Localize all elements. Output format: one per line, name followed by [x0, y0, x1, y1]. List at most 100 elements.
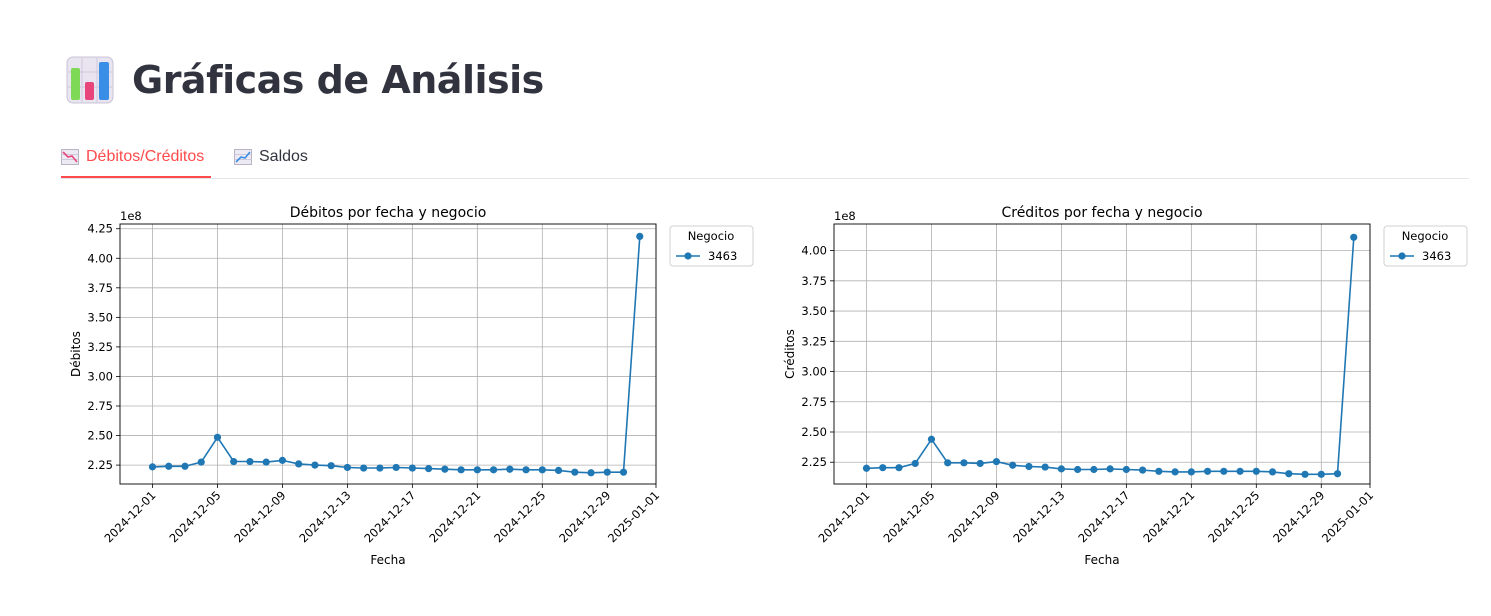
page-title: Gráficas de Análisis [132, 58, 544, 102]
data-point [1301, 470, 1309, 478]
x-tick-label: 2024-12-21 [1140, 488, 1197, 545]
x-axis-label: Fecha [370, 553, 405, 567]
data-point [927, 435, 936, 443]
chart-title: Débitos por fecha y negocio [290, 205, 487, 221]
y-tick-label: 2.25 [87, 458, 113, 472]
series-line [866, 237, 1355, 476]
chart-title: Créditos por fecha y negocio [1001, 205, 1202, 221]
legend-entry: 3463 [708, 249, 737, 263]
data-point [1317, 470, 1325, 478]
y-tick-label: 2.50 [801, 425, 827, 439]
data-point [1203, 467, 1212, 475]
data-point [376, 464, 384, 472]
data-point [392, 463, 400, 472]
data-point [441, 465, 449, 473]
plot-frame [119, 223, 657, 485]
chart-creditos-svg: Créditos por fecha y negocio 2.25 2.50 2.75… [783, 205, 1468, 567]
data-point [862, 464, 871, 472]
data-point [360, 464, 368, 472]
data-point [1350, 233, 1358, 241]
page-header: Gráficas de Análisis [66, 52, 544, 108]
data-point [571, 468, 579, 476]
data-point [408, 464, 416, 472]
data-point [636, 232, 644, 241]
y-tick-label: 3.25 [87, 340, 113, 354]
data-point [1187, 468, 1195, 476]
data-point [1268, 468, 1277, 476]
x-tick-label: 2024-12-17 [1075, 488, 1132, 545]
data-point [457, 466, 465, 474]
data-point [895, 464, 903, 472]
y-axis-label: Débitos [69, 331, 83, 377]
data-point [1074, 465, 1082, 474]
x-tick-label: 2024-12-13 [296, 488, 353, 545]
data-point [165, 462, 173, 470]
data-point [960, 459, 968, 467]
x-tick-label: 2025-01-01 [1319, 488, 1376, 545]
x-tick-label: 2025-01-01 [605, 488, 662, 545]
data-point [944, 459, 952, 467]
data-point [603, 468, 611, 476]
y-tick-label: 2.75 [87, 399, 113, 413]
x-tick-label: 2024-12-09 [231, 488, 288, 545]
legend-marker [1398, 252, 1406, 260]
chart-decreasing-icon [61, 148, 79, 165]
chart-debitos-svg: Débitos por fecha y negocio 2.25 2.50 2.75 3… [69, 205, 754, 567]
y-tick-label: 3.50 [801, 304, 827, 318]
x-tick-label: 2024-12-25 [491, 488, 548, 545]
chart-debitos: Débitos por fecha y negocio 2.25 2.50 2.75 3… [50, 198, 770, 583]
y-tick-label: 4.00 [801, 244, 827, 258]
y-axis-label: Créditos [783, 329, 797, 379]
data-point [295, 460, 303, 468]
series-line [152, 236, 641, 474]
data-point [587, 469, 595, 477]
data-point [473, 466, 481, 474]
tab-debitos-creditos[interactable]: Débitos/Créditos [61, 136, 211, 178]
y-tick-label: 2.25 [801, 455, 827, 469]
y-tick-label: 3.75 [801, 274, 827, 288]
x-tick-label: 2024-12-13 [1010, 488, 1067, 545]
data-point [1122, 465, 1130, 474]
y-tick-label: 3.00 [801, 365, 827, 379]
data-point [1009, 461, 1017, 469]
data-point [262, 458, 270, 466]
x-tick-label: 2024-12-29 [1270, 488, 1327, 545]
x-tick-label: 2024-12-01 [815, 488, 872, 545]
data-point [1090, 465, 1098, 474]
data-point [976, 459, 984, 468]
chart-creditos: Créditos por fecha y negocio 2.25 2.50 2.75… [764, 198, 1484, 583]
legend-title: Negocio [1402, 229, 1449, 243]
tab-bar: Débitos/Créditos Saldos [61, 136, 1469, 179]
y-tick-label: 3.25 [801, 334, 827, 348]
data-point [197, 458, 205, 466]
data-point [554, 466, 563, 475]
x-tick-label: 2024-12-09 [945, 488, 1002, 545]
data-point [1236, 467, 1244, 475]
data-point [506, 465, 514, 473]
x-tick-label: 2024-12-21 [426, 488, 483, 545]
x-tick-label: 2024-12-29 [556, 488, 613, 545]
data-point [911, 459, 919, 468]
x-tick-label: 2024-12-05 [880, 488, 937, 545]
legend-entry: 3463 [1422, 249, 1451, 263]
data-point [343, 463, 351, 472]
data-point [1285, 470, 1293, 478]
data-point [1252, 467, 1260, 475]
tab-saldos[interactable]: Saldos [234, 136, 308, 177]
data-point [230, 457, 238, 466]
y-offset-text: 1e8 [834, 209, 856, 223]
data-point [1155, 467, 1163, 475]
data-point [425, 465, 433, 473]
data-point [278, 456, 287, 464]
y-tick-label: 3.00 [87, 369, 113, 383]
x-axis-label: Fecha [1084, 553, 1119, 567]
bar-chart-icon [66, 56, 114, 104]
y-tick-label: 3.75 [87, 281, 113, 295]
data-point [1106, 465, 1114, 473]
data-point [327, 462, 335, 470]
data-point [879, 464, 887, 472]
y-tick-label: 2.50 [87, 429, 113, 443]
chart-increasing-icon [234, 148, 252, 165]
data-point [522, 466, 530, 474]
x-tick-label: 2024-12-17 [361, 488, 418, 545]
